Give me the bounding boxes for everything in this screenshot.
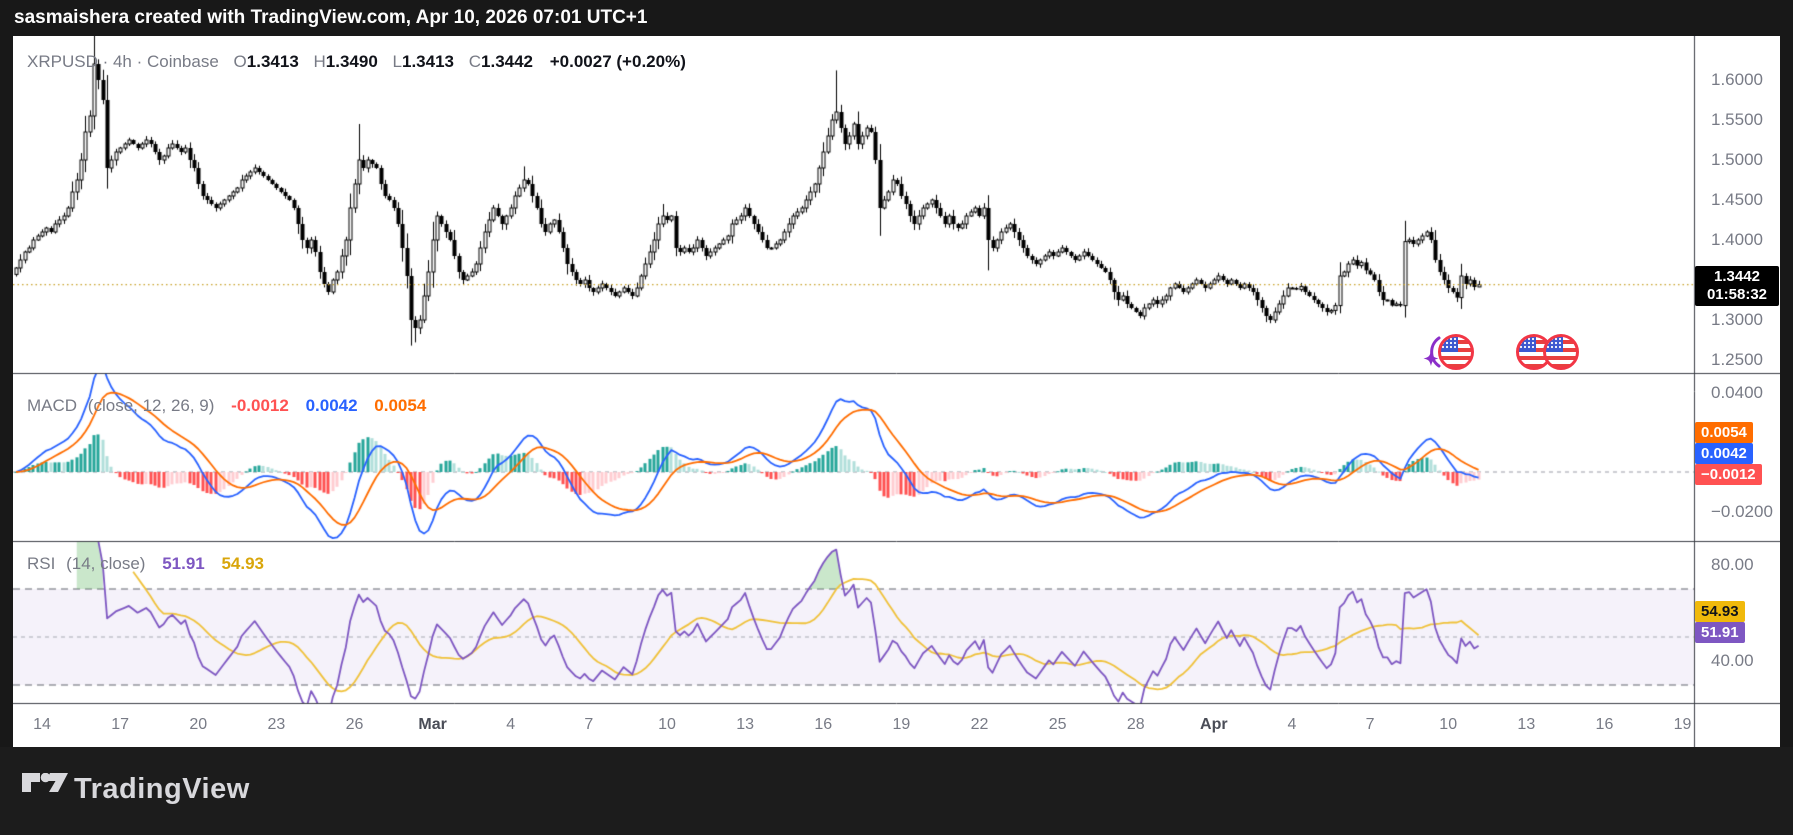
last-price-value: 1.3442: [1714, 267, 1760, 285]
event-icons-group[interactable]: [1409, 332, 1579, 378]
time-label: Apr: [1200, 716, 1228, 733]
time-label: 16: [814, 716, 833, 733]
time-label: 4: [1287, 716, 1297, 733]
macd-line-value: 0.0042: [305, 396, 358, 415]
macd-legend[interactable]: MACD (close, 12, 26, 9) -0.0012 0.0042 0…: [27, 396, 426, 416]
macd-params: (close, 12, 26, 9): [87, 396, 215, 415]
close-value: 1.3442: [481, 52, 534, 71]
low-label: L: [392, 52, 402, 71]
time-label: 10: [658, 716, 676, 733]
time-label: 26: [345, 716, 364, 733]
time-label: 4: [506, 716, 516, 733]
close-label: C: [468, 52, 482, 71]
price-tick-label: 1.2500: [1711, 350, 1763, 369]
chart-area: XRPUSD · 4h · Coinbase O1.3413 H1.3490 L…: [13, 36, 1780, 747]
rsi-legend[interactable]: RSI (14, close) 51.91 54.93: [27, 554, 264, 574]
time-label: 19: [1673, 716, 1692, 733]
time-label: 17: [111, 716, 130, 733]
last-price-badge: 1.3442 01:58:32: [1695, 265, 1779, 306]
time-label: 25: [1048, 716, 1067, 733]
price-tick-label: 1.4500: [1711, 190, 1763, 209]
tradingview-brand[interactable]: TradingView: [74, 773, 250, 805]
price-tick-label: 1.5000: [1711, 150, 1763, 169]
time-label: 13: [736, 716, 755, 733]
time-label: 7: [584, 716, 594, 733]
price-tick-label: 1.5500: [1711, 110, 1763, 129]
rsi-ma-value: 54.93: [221, 554, 265, 573]
symbol-legend[interactable]: XRPUSD · 4h · Coinbase O1.3413 H1.3490 L…: [27, 52, 686, 72]
rsi-value: 51.91: [162, 554, 205, 573]
time-label: 19: [892, 716, 911, 733]
macd-hist-badge: −0.0012: [1695, 464, 1762, 486]
low-value: 1.3413: [402, 52, 454, 71]
rsi-value-badge: 51.91: [1695, 622, 1745, 644]
high-label: H: [313, 52, 326, 71]
time-label: 14: [33, 716, 51, 733]
macd-line-badge: 0.0042: [1695, 443, 1753, 465]
open-label: O: [233, 52, 247, 71]
time-label: 10: [1439, 716, 1458, 733]
time-label: 16: [1595, 716, 1614, 733]
rsi-title[interactable]: RSI: [27, 554, 56, 573]
time-label: Mar: [418, 716, 447, 733]
macd-hist-value: -0.0012: [231, 396, 289, 415]
footer-bar: TradingView: [0, 747, 1793, 835]
macd-signal-value: 0.0054: [374, 396, 427, 415]
open-value: 1.3413: [246, 52, 299, 71]
change-value: +0.0027 (+0.20%): [549, 52, 686, 71]
attribution-text: sasmaishera created with TradingView.com…: [14, 7, 648, 28]
us-flag-icon[interactable]: [1440, 336, 1473, 369]
time-label: 22: [970, 716, 989, 733]
price-tick-label: 1.4000: [1711, 230, 1763, 249]
time-label: 13: [1517, 716, 1536, 733]
ai-sparkle-icon: [1423, 336, 1441, 368]
rsi-tick-label: 40.00: [1711, 651, 1754, 670]
us-flag-icon[interactable]: [1545, 336, 1578, 369]
bar-countdown: 01:58:32: [1706, 285, 1768, 303]
symbol-title[interactable]: XRPUSD · 4h · Coinbase: [27, 52, 219, 71]
time-label: 28: [1126, 716, 1145, 733]
price-tick-label: 1.6000: [1711, 70, 1763, 89]
attribution-bar: sasmaishera created with TradingView.com…: [0, 0, 1793, 36]
price-tick-label: 1.3000: [1711, 310, 1763, 329]
tradingview-logo-icon: [22, 773, 68, 792]
rsi-ma-badge: 54.93: [1695, 601, 1745, 623]
macd-tick-label: −0.0200: [1711, 501, 1773, 521]
price-chart-canvas[interactable]: [13, 36, 1780, 747]
time-label: 23: [267, 716, 286, 733]
rsi-params: (14, close): [66, 554, 146, 573]
time-label: 7: [1365, 716, 1375, 733]
macd-signal-badge: 0.0054: [1695, 422, 1753, 444]
rsi-tick-label: 80.00: [1711, 555, 1754, 574]
time-label: 20: [189, 716, 208, 733]
high-value: 1.3490: [325, 52, 378, 71]
macd-title[interactable]: MACD: [27, 396, 78, 415]
macd-tick-label: 0.0400: [1711, 383, 1763, 402]
